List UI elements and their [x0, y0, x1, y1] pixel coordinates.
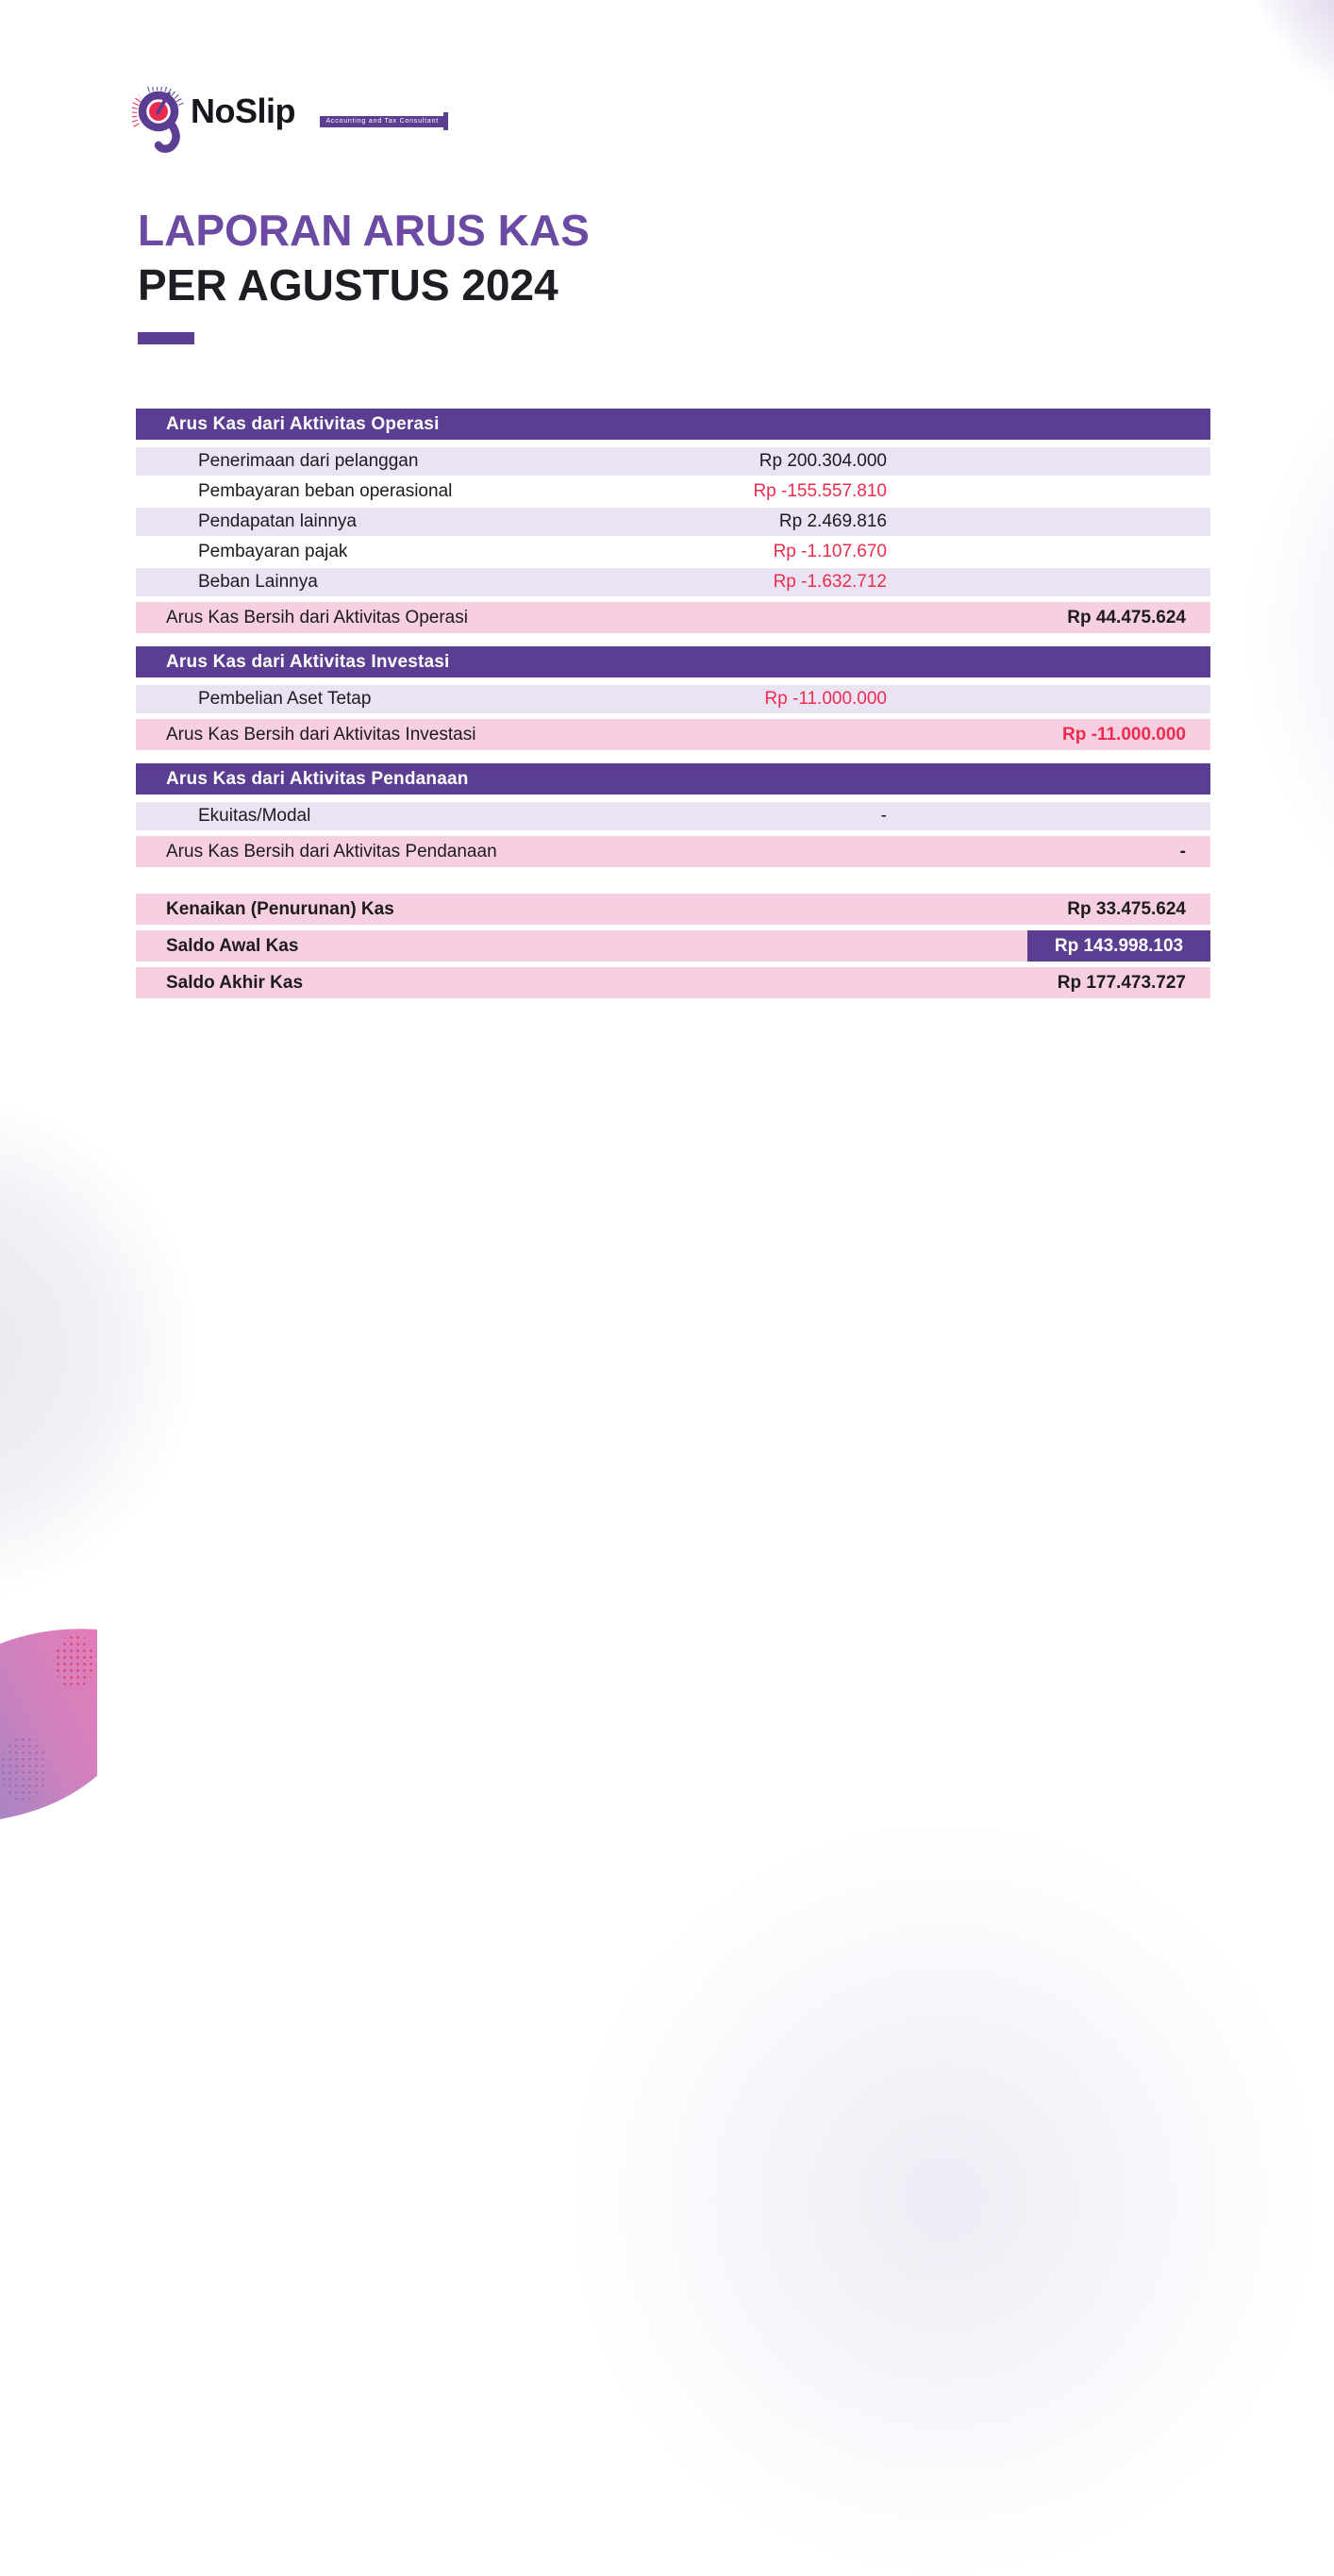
net-total-value: Rp -11.000.000 — [1062, 724, 1186, 744]
saldo-awal-badge: Rp 143.998.103 — [1027, 930, 1210, 962]
table-row: Pendapatan lainnya Rp 2.469.816 — [136, 508, 1210, 536]
row-label: Penerimaan dari pelanggan — [198, 451, 419, 471]
logo: NoSlip Accounting and Tax Consultant — [132, 87, 448, 155]
summary-row: Saldo Akhir Kas Rp 177.473.727 — [136, 967, 1210, 998]
summary-value: Rp 177.473.727 — [1057, 972, 1186, 993]
net-total-label: Arus Kas Bersih dari Aktivitas Operasi — [166, 607, 468, 627]
row-value: Rp -1.107.670 — [773, 542, 887, 561]
table-row: Beban Lainnya Rp -1.632.712 — [136, 568, 1210, 596]
summary-row: Saldo Awal Kas Rp 143.998.103 — [136, 930, 1210, 962]
background-circle-top-right — [1236, 0, 1334, 123]
brand-tagline: Accounting and Tax Consultant — [320, 112, 448, 130]
sections-container: Arus Kas dari Aktivitas Operasi Penerimaa… — [136, 409, 1210, 867]
table-row: Ekuitas/Modal - — [136, 802, 1210, 830]
row-label: Pembayaran pajak — [198, 542, 348, 561]
background-circle-bottom — [566, 1821, 1321, 2576]
row-value: - — [880, 806, 887, 826]
pink-corner-shape — [0, 1629, 97, 1819]
cash-flow-section: Arus Kas dari Aktivitas Investasi Pembeli… — [136, 646, 1210, 750]
summary-label: Saldo Akhir Kas — [166, 972, 304, 993]
summary-row: Kenaikan (Penurunan) Kas Rp 33.475.624 — [136, 894, 1210, 925]
report-title: LAPORAN ARUS KAS — [138, 206, 590, 255]
title-underline — [138, 332, 194, 344]
report-period: PER AGUSTUS 2024 — [138, 260, 559, 309]
summary-label: Saldo Awal Kas — [166, 935, 299, 956]
summary-label: Kenaikan (Penurunan) Kas — [166, 898, 394, 919]
row-label: Ekuitas/Modal — [198, 806, 311, 826]
row-label: Beban Lainnya — [198, 572, 318, 592]
table-row: Pembayaran pajak Rp -1.107.670 — [136, 538, 1210, 566]
table-row: Penerimaan dari pelanggan Rp 200.304.000 — [136, 447, 1210, 476]
row-label: Pembelian Aset Tetap — [198, 689, 372, 709]
row-value: Rp -1.632.712 — [773, 572, 887, 592]
net-total-row: Arus Kas Bersih dari Aktivitas Operasi Rp… — [136, 602, 1210, 633]
row-label: Pendapatan lainnya — [198, 511, 357, 531]
section-header: Arus Kas dari Aktivitas Pendanaan — [136, 763, 1210, 795]
net-total-value: - — [1179, 841, 1186, 861]
cash-flow-section: Arus Kas dari Aktivitas Operasi Penerimaa… — [136, 409, 1210, 633]
row-value: Rp 200.304.000 — [759, 451, 887, 471]
report-title-block: LAPORAN ARUS KAS PER AGUSTUS 2024 — [138, 206, 590, 344]
background-circle-left — [0, 1095, 198, 1604]
net-total-label: Arus Kas Bersih dari Aktivitas Pendanaan — [166, 841, 497, 861]
row-value: Rp -11.000.000 — [764, 689, 887, 709]
cash-flow-statement: Arus Kas dari Aktivitas Operasi Penerimaa… — [136, 409, 1210, 1004]
row-value: Rp 2.469.816 — [778, 511, 887, 531]
background-circle-right — [1245, 274, 1334, 991]
section-header: Arus Kas dari Aktivitas Operasi — [136, 409, 1210, 440]
summary-value: Rp 33.475.624 — [1067, 898, 1186, 919]
net-total-label: Arus Kas Bersih dari Aktivitas Investasi — [166, 724, 476, 744]
net-total-value: Rp 44.475.624 — [1067, 607, 1186, 627]
row-value: Rp -155.557.810 — [753, 481, 887, 501]
table-row: Pembelian Aset Tetap Rp -11.000.000 — [136, 685, 1210, 713]
cash-flow-section: Arus Kas dari Aktivitas Pendanaan Ekuitas… — [136, 763, 1210, 867]
table-row: Pembayaran beban operasional Rp -155.557.… — [136, 477, 1210, 506]
magnifier-logo-icon — [132, 87, 184, 153]
section-header: Arus Kas dari Aktivitas Investasi — [136, 646, 1210, 677]
summary-container: Kenaikan (Penurunan) Kas Rp 33.475.624 Sal… — [136, 894, 1210, 998]
brand-name: NoSlip — [191, 92, 296, 130]
net-total-row: Arus Kas Bersih dari Aktivitas Pendanaan… — [136, 836, 1210, 867]
row-label: Pembayaran beban operasional — [198, 481, 453, 501]
net-total-row: Arus Kas Bersih dari Aktivitas Investasi… — [136, 719, 1210, 750]
